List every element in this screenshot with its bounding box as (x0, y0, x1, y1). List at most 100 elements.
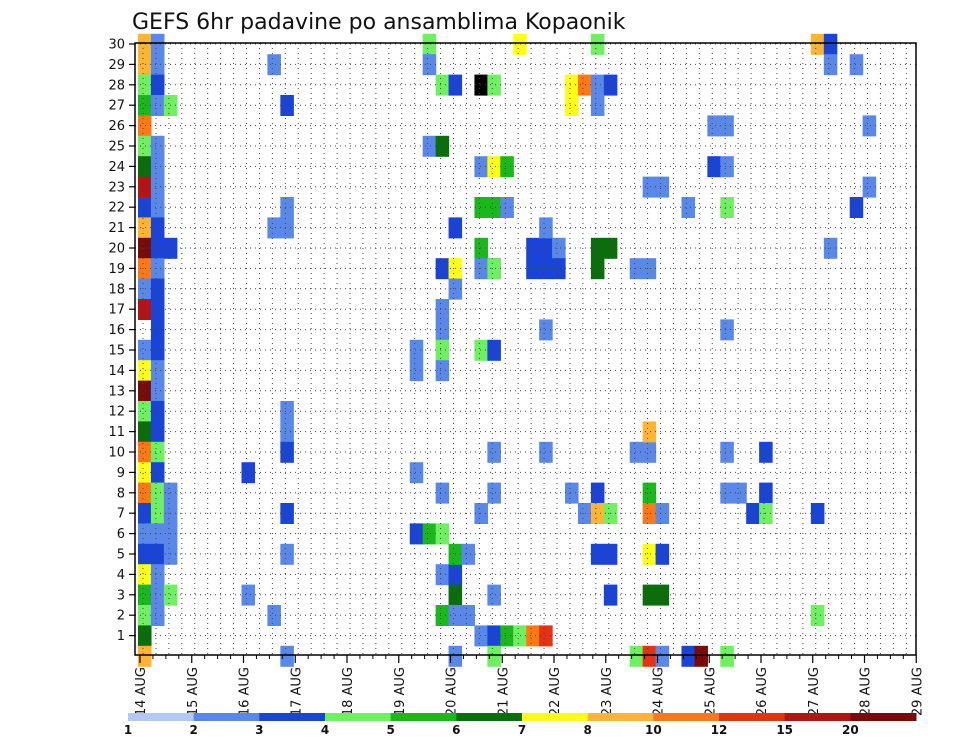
heatmap-cell (150, 258, 165, 280)
y-tick-label: 27 (108, 99, 125, 114)
y-axis-ticks: 1234567891011121314151617181920212223242… (108, 38, 135, 644)
heatmap-cell (409, 523, 424, 545)
heatmap-cell (150, 217, 165, 239)
heatmap-cell (280, 441, 294, 463)
heatmap-cell (267, 54, 281, 76)
y-tick-label: 4 (117, 568, 125, 583)
heatmap-cell (487, 645, 501, 667)
y-tick-label: 6 (117, 527, 125, 542)
y-tick-label: 10 (108, 446, 125, 461)
y-tick-label: 24 (108, 160, 125, 175)
heatmap-cell (642, 645, 657, 667)
heatmap-cell (150, 319, 165, 341)
y-tick-label: 15 (108, 344, 125, 359)
heatmap-cell (138, 217, 152, 239)
y-tick-label: 16 (108, 323, 125, 338)
chart-title: GEFS 6hr padavine po ansamblima Kopaonik (132, 10, 626, 35)
heatmap-cell (435, 523, 450, 545)
x-tick-label: 29 AUG (910, 667, 925, 716)
heatmap-cell (138, 584, 152, 606)
heatmap-cell (487, 441, 501, 463)
heatmap-cell (565, 74, 579, 96)
heatmap-cell (552, 258, 566, 280)
y-tick-label: 28 (108, 78, 125, 93)
legend-threshold-label: 20 (842, 723, 859, 737)
heatmap-cell (150, 176, 165, 198)
x-tick-label: 27 AUG (807, 667, 822, 716)
legend-color-swatch (850, 713, 917, 721)
heatmap-cell (642, 441, 657, 463)
heatmap-cell (138, 605, 152, 626)
heatmap-cell (150, 360, 165, 382)
heatmap-cell (474, 237, 488, 259)
heatmap-cell (642, 503, 657, 524)
heatmap-cell (422, 33, 437, 55)
y-tick-label: 1 (117, 629, 125, 644)
heatmap-cell (150, 278, 165, 300)
heatmap-cell (577, 74, 592, 96)
plot-area-frame (134, 42, 917, 656)
legend-color-swatch (456, 713, 523, 721)
legend-color-swatch (653, 713, 720, 721)
heatmap-cell (642, 176, 657, 198)
legend-color-swatch (587, 713, 654, 721)
heatmap-cell (150, 299, 165, 320)
heatmap-cell (849, 54, 864, 76)
y-tick-label: 19 (108, 262, 125, 277)
heatmap-cell (422, 523, 437, 545)
heatmap-cell (720, 156, 734, 178)
heatmap-cell (642, 584, 657, 606)
heatmap-cell (138, 95, 152, 116)
y-tick-label: 9 (117, 466, 125, 481)
heatmap-cell (138, 156, 152, 178)
heatmap-cell (487, 197, 501, 218)
heatmap-cell (150, 95, 165, 116)
heatmap-cell (150, 543, 165, 565)
heatmap-cell (409, 360, 424, 382)
y-tick-label: 7 (117, 507, 125, 522)
heatmap-cell (655, 503, 670, 524)
legend-threshold-label: 2 (189, 723, 197, 737)
heatmap-cell (435, 299, 450, 320)
heatmap-cell (150, 135, 165, 157)
heatmap-cell (526, 237, 540, 259)
heatmap-cell (280, 421, 294, 443)
heatmap-cell (655, 584, 670, 606)
legend-threshold-label: 5 (386, 723, 394, 737)
heatmap-cell (138, 625, 152, 647)
heatmap-cell (150, 523, 165, 545)
heatmap-cell (150, 74, 165, 96)
heatmap-cell (138, 197, 152, 218)
heatmap-cell (280, 543, 294, 565)
heatmap-cell (267, 605, 281, 626)
legend-color-swatch (522, 713, 589, 721)
heatmap-cell (280, 197, 294, 218)
x-axis-ticks: 14 AUG 15 AUG 16 AUG 17 AUG 18 AUG 19 AUG 20 A… (134, 655, 925, 716)
heatmap-cell (138, 360, 152, 382)
heatmap-cell (655, 176, 670, 198)
heatmap-cell (487, 156, 501, 178)
heatmap-cell (655, 543, 670, 565)
heatmap-cell (138, 54, 152, 76)
legend-color-swatch (128, 713, 195, 721)
x-tick-label: 19 AUG (393, 667, 408, 716)
heatmap-cell (474, 503, 488, 524)
x-tick-label: 14 AUG (134, 667, 149, 716)
heatmap-cell (409, 339, 424, 361)
legend-color-swatch (325, 713, 392, 721)
heatmap-cell (138, 74, 152, 96)
heatmap-cell (849, 197, 864, 218)
heatmap-cell (720, 482, 734, 504)
heatmap-cell (694, 645, 708, 667)
heatmap-cell (642, 421, 657, 443)
y-tick-label: 29 (108, 58, 125, 73)
y-tick-label: 23 (108, 180, 125, 195)
heatmap-cell (590, 482, 605, 504)
heatmap-cell (150, 237, 165, 259)
y-tick-label: 22 (108, 201, 125, 216)
heatmap-cell (526, 258, 540, 280)
heatmap-cell (150, 441, 165, 463)
heatmap-cell (409, 462, 424, 484)
y-tick-label: 8 (117, 486, 125, 501)
legend-threshold-label: 7 (518, 723, 526, 737)
